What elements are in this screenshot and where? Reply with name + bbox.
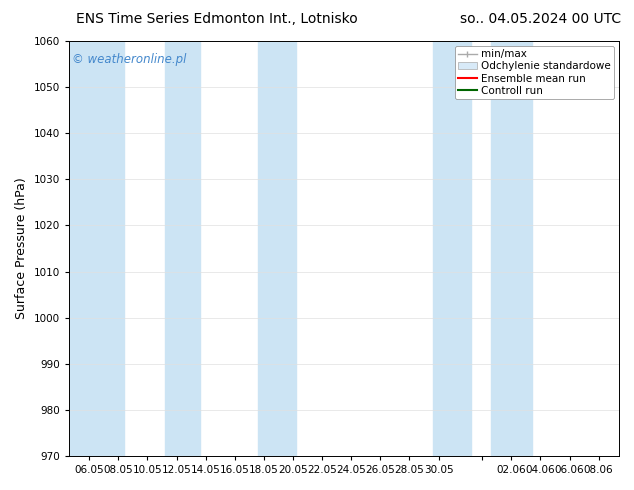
Bar [491, 41, 532, 456]
Bar [258, 41, 273, 456]
Text: © weatheronline.pl: © weatheronline.pl [72, 53, 186, 67]
Y-axis label: Surface Pressure (hPa): Surface Pressure (hPa) [15, 178, 28, 319]
Bar [176, 41, 200, 456]
Bar [432, 41, 447, 456]
Legend: min/max, Odchylenie standardowe, Ensemble mean run, Controll run: min/max, Odchylenie standardowe, Ensembl… [455, 46, 614, 99]
Text: ENS Time Series Edmonton Int., Lotnisko: ENS Time Series Edmonton Int., Lotnisko [76, 12, 358, 26]
Bar [447, 41, 470, 456]
Bar [165, 41, 176, 456]
Bar [69, 41, 124, 456]
Bar [273, 41, 296, 456]
Text: so.. 04.05.2024 00 UTC: so.. 04.05.2024 00 UTC [460, 12, 621, 26]
